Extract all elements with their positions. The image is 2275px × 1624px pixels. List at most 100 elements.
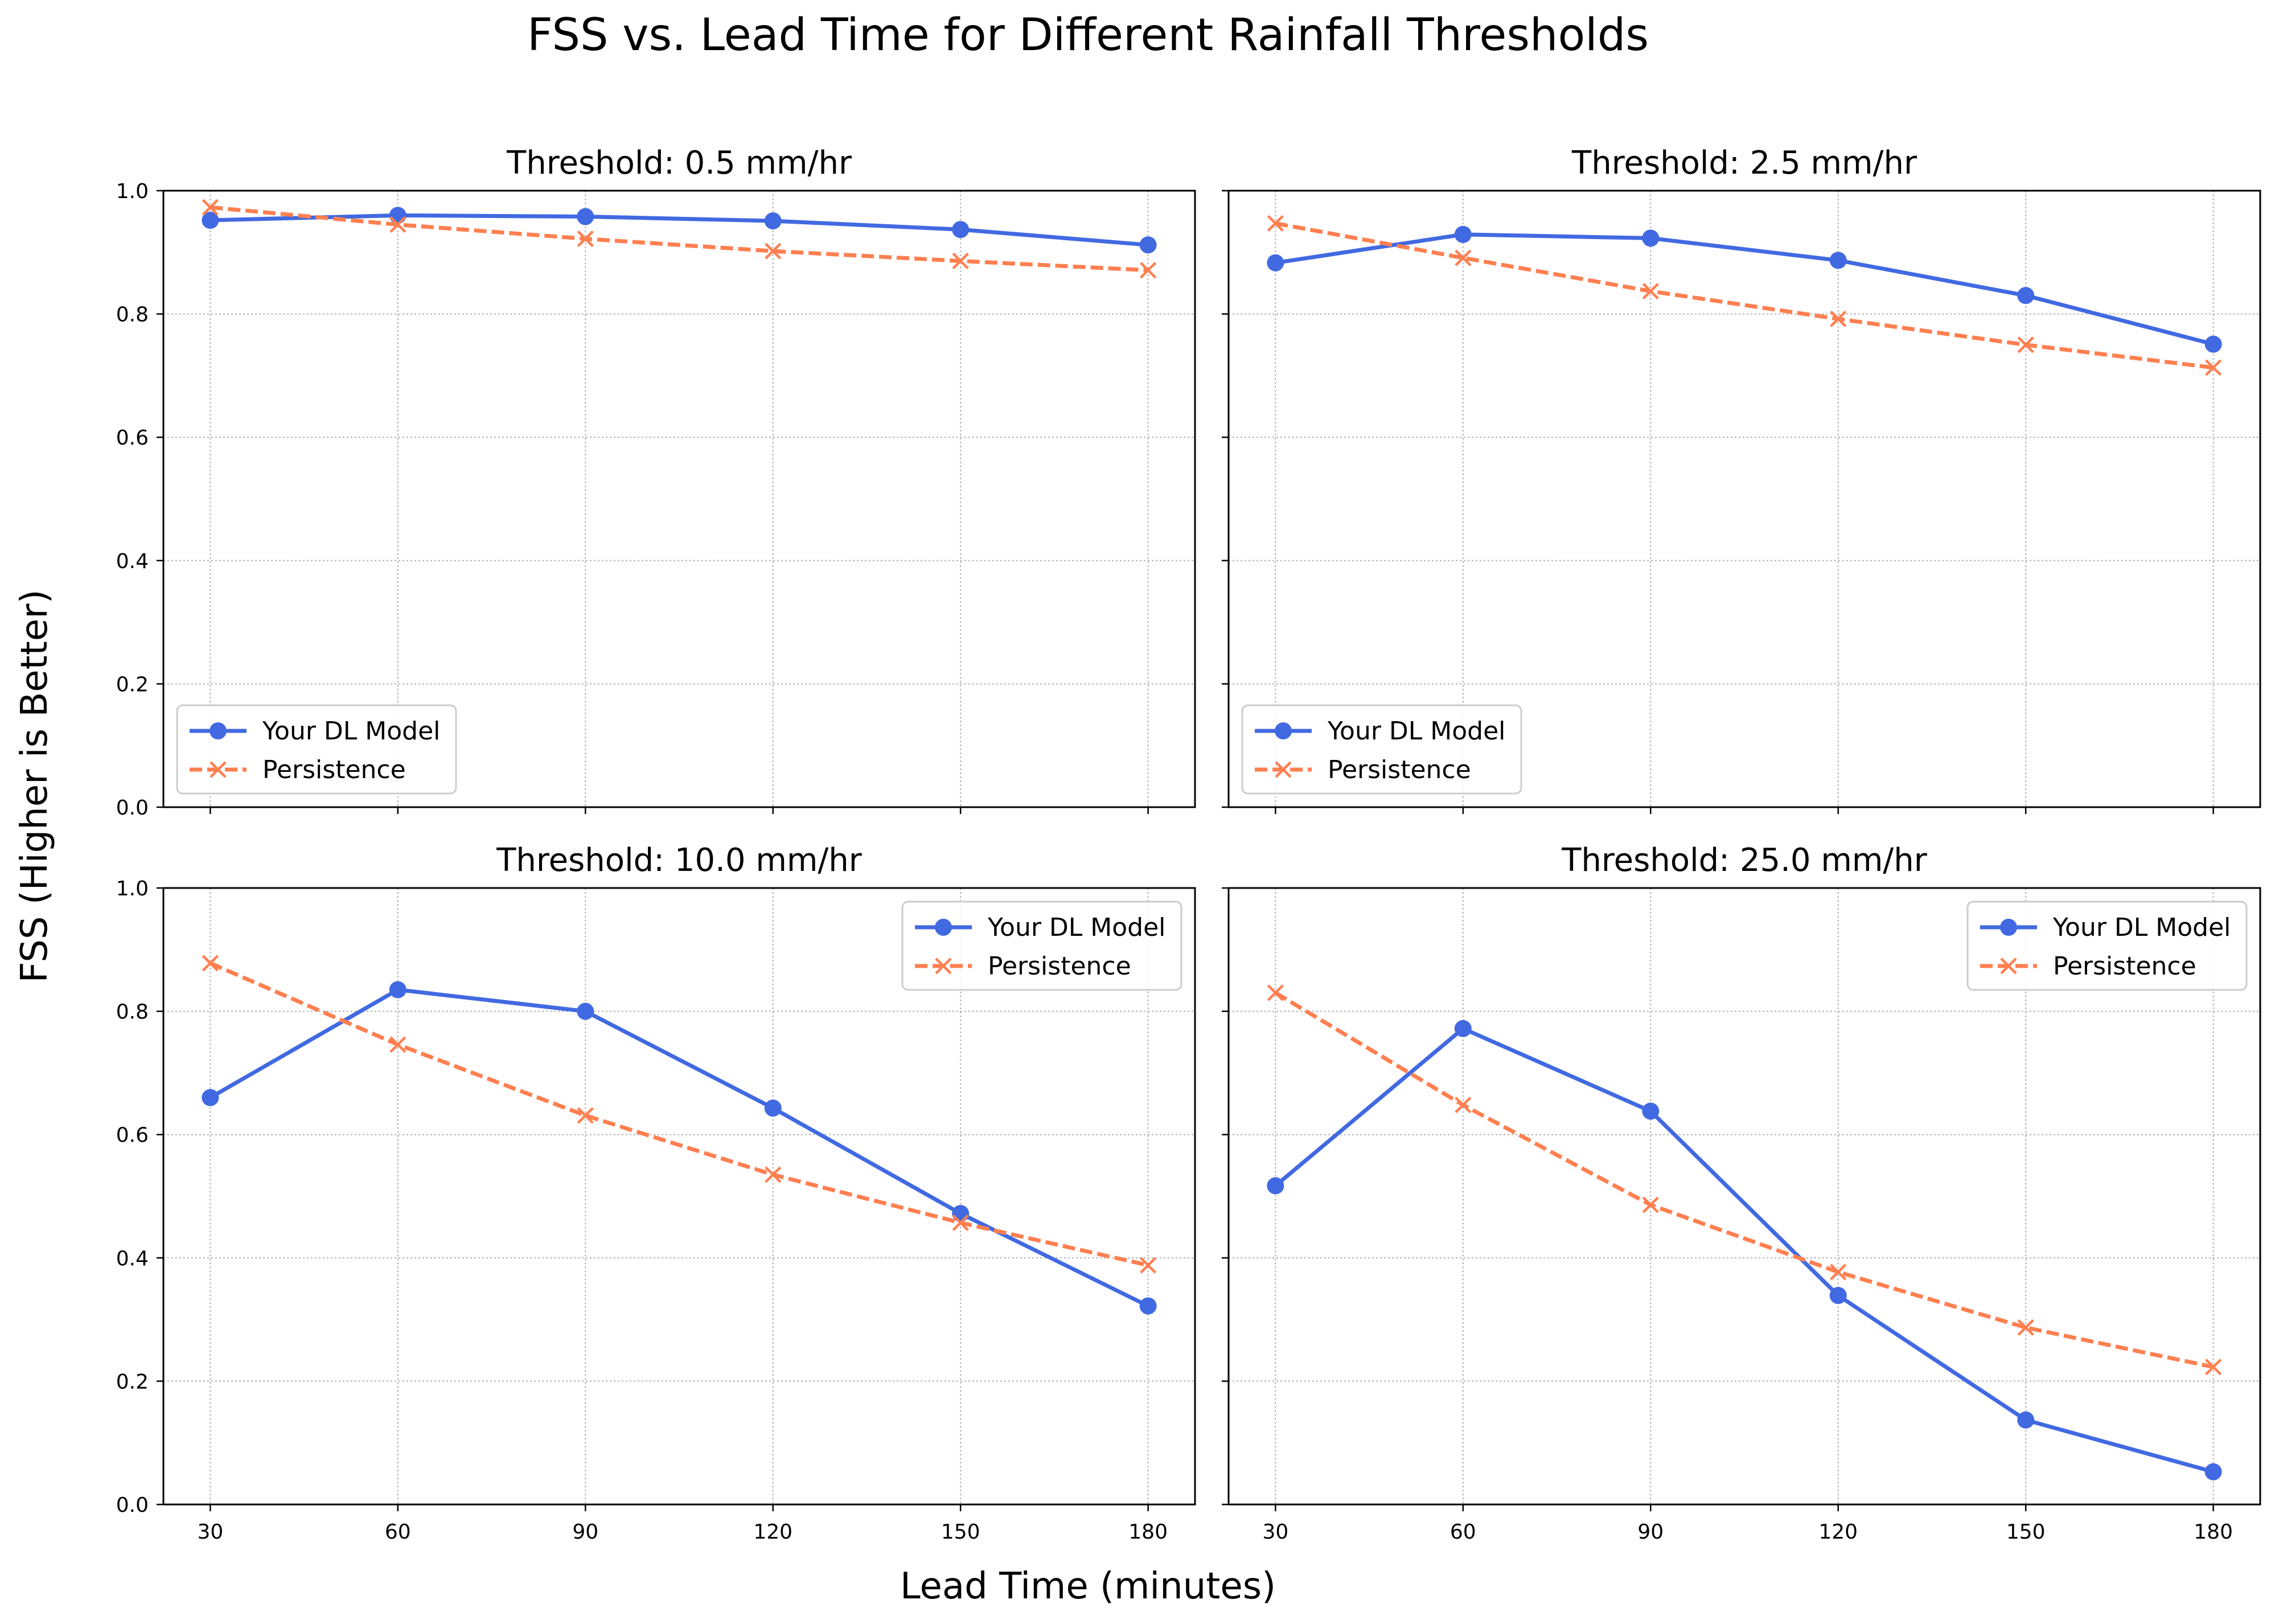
- x-tick-label: 60: [1450, 1520, 1476, 1544]
- data-point: [202, 1089, 219, 1107]
- x-tick-label: 30: [1262, 1520, 1288, 1544]
- data-point: [1267, 254, 1284, 272]
- data-point: [577, 1002, 594, 1020]
- panel-title: Threshold: 2.5 mm/hr: [1571, 145, 1917, 182]
- legend: Your DL Model Persistence: [1966, 901, 2248, 991]
- axes-frame: [1227, 887, 2261, 1506]
- series-line-model: [1275, 232, 2214, 347]
- series-line-persistence: [1275, 221, 2214, 370]
- data-point: [2017, 336, 2034, 353]
- data-point: [2204, 1463, 2222, 1481]
- y-tick-label: 0.2: [116, 1370, 149, 1393]
- y-tick-label: 0.4: [116, 1247, 149, 1271]
- x-tick-label: 180: [1128, 1520, 1168, 1544]
- panel-2: Threshold: 2.5 mm/hr Your DL Model Persist…: [1222, 145, 2261, 814]
- data-point: [1454, 225, 1472, 243]
- data-point: [577, 1107, 594, 1124]
- y-axis-label: FSS (Higher is Better): [14, 590, 56, 983]
- x-tick-label: 60: [385, 1520, 411, 1544]
- x-tick-label: 150: [2006, 1520, 2046, 1544]
- data-point: [1140, 262, 1157, 279]
- data-point: [1642, 1197, 1659, 1214]
- legend-box: [901, 901, 1182, 991]
- data-point: [389, 981, 406, 998]
- legend: Your DL Model Persistence: [901, 901, 1182, 991]
- data-point: [389, 1036, 406, 1053]
- legend-label: Your DL Model: [262, 717, 440, 746]
- data-point: [1140, 1257, 1157, 1274]
- panel-title: Threshold: 25.0 mm/hr: [1561, 842, 1928, 879]
- data-point: [1267, 984, 1284, 1001]
- series-line-model: [209, 988, 1149, 1308]
- panel-1: 0.0 0.2 0.4 0.6 0.8 1.0 Threshold: 0.5 mm/hr Yo…: [116, 145, 1196, 820]
- data-point: [1267, 1177, 1284, 1195]
- y-tick-label: 0.2: [116, 673, 149, 696]
- x-tick-label: 90: [1637, 1520, 1664, 1544]
- data-point: [202, 211, 219, 229]
- data-point: [1830, 310, 1847, 327]
- data-point: [1642, 1103, 1660, 1120]
- legend-marker: [1275, 722, 1292, 739]
- y-tick-label: 0.0: [116, 796, 149, 820]
- y-tick-label: 0.8: [116, 303, 149, 327]
- legend-label: Persistence: [2053, 952, 2196, 981]
- legend-marker: [210, 761, 227, 778]
- data-point: [952, 1214, 969, 1231]
- data-point: [1642, 282, 1659, 300]
- data-point: [2205, 1358, 2222, 1376]
- series-line-model: [210, 213, 1148, 247]
- data-point: [202, 955, 219, 972]
- data-point: [765, 1166, 782, 1183]
- series-line-persistence: [210, 205, 1148, 273]
- y-tick-label: 0.4: [116, 550, 149, 573]
- series-line-persistence: [1274, 991, 2214, 1369]
- x-tick-label: 180: [2194, 1520, 2233, 1544]
- data-point: [1139, 1297, 1157, 1315]
- legend-label: Your DL Model: [987, 913, 1165, 942]
- data-point: [2205, 359, 2222, 376]
- x-tick-label: 150: [941, 1520, 980, 1544]
- x-axis-label: Lead Time (minutes): [900, 1565, 1276, 1607]
- data-point: [1267, 215, 1284, 232]
- legend-label: Your DL Model: [2052, 913, 2231, 942]
- data-point: [2017, 287, 2035, 305]
- axes-frame: [162, 887, 1196, 1506]
- panel-4: 30 60 90 120 150 180 Threshold: 25.0 mm/hr Your…: [1222, 842, 2261, 1544]
- legend-box: [1966, 901, 2248, 991]
- data-point: [2017, 1411, 2035, 1429]
- legend-box: [1241, 704, 1522, 795]
- data-point: [952, 252, 969, 270]
- data-point: [2204, 335, 2222, 353]
- data-point: [1139, 236, 1157, 254]
- data-point: [1642, 229, 1660, 247]
- data-point: [764, 212, 782, 230]
- series-line-persistence: [209, 961, 1149, 1268]
- legend-label: Your DL Model: [1327, 717, 1505, 746]
- x-tick-label: 120: [753, 1520, 792, 1544]
- panel-title: Threshold: 10.0 mm/hr: [496, 842, 863, 879]
- data-point: [952, 221, 970, 239]
- legend-box: [176, 704, 457, 795]
- y-tick-label: 0.6: [116, 426, 149, 450]
- data-point: [765, 242, 782, 260]
- legend-marker: [1275, 761, 1292, 778]
- data-point: [2017, 1319, 2034, 1336]
- x-tick-label: 120: [1818, 1520, 1858, 1544]
- legend-marker: [2000, 919, 2017, 936]
- legend-label: Persistence: [262, 755, 406, 784]
- y-tick-label: 1.0: [116, 877, 149, 901]
- legend: Your DL Model Persistence: [176, 704, 457, 795]
- data-point: [1454, 1019, 1472, 1037]
- legend-marker: [935, 919, 952, 936]
- panel-title: Threshold: 0.5 mm/hr: [506, 145, 852, 182]
- y-tick-label: 0.8: [116, 1001, 149, 1024]
- legend: Your DL Model Persistence: [1241, 704, 1522, 795]
- data-point: [1455, 1096, 1472, 1113]
- data-point: [1830, 1264, 1847, 1281]
- data-point: [577, 230, 594, 248]
- legend-label: Persistence: [988, 952, 1131, 981]
- data-point: [389, 216, 406, 233]
- figure-title: FSS vs. Lead Time for Different Rainfall…: [527, 10, 1649, 61]
- data-point: [1829, 1286, 1847, 1304]
